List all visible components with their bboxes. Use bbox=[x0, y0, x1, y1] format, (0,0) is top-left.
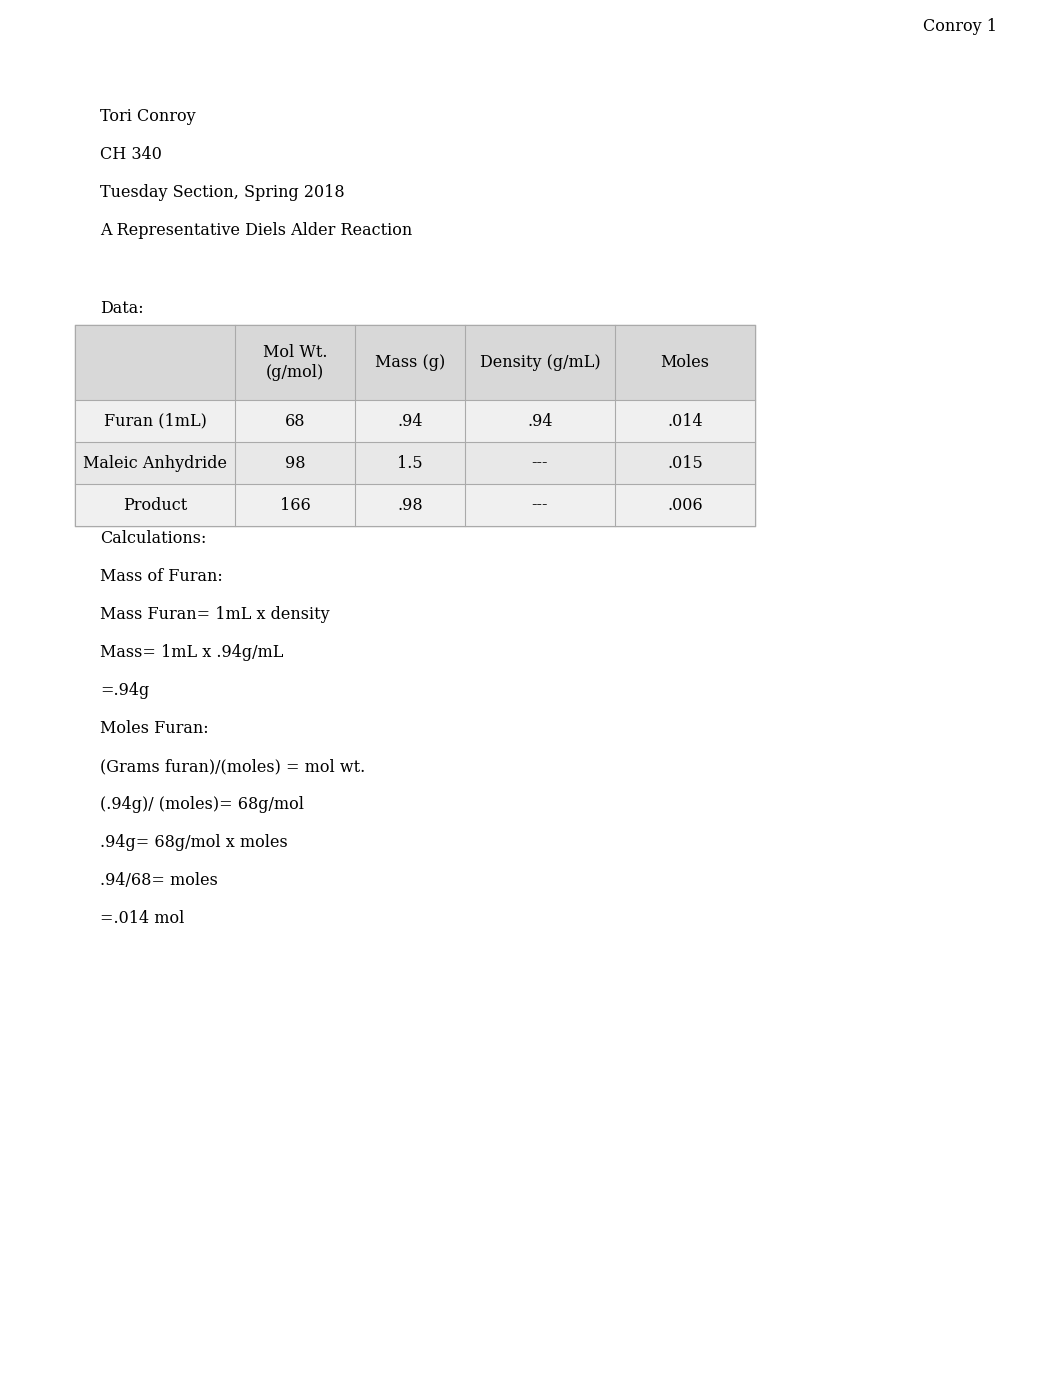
Text: Density (g/mL): Density (g/mL) bbox=[480, 354, 600, 370]
Text: CH 340: CH 340 bbox=[100, 146, 161, 162]
Text: ---: --- bbox=[532, 454, 548, 471]
Text: .98: .98 bbox=[397, 497, 423, 514]
Text: Furan (1mL): Furan (1mL) bbox=[104, 413, 206, 430]
Text: Moles: Moles bbox=[661, 354, 709, 370]
Bar bbox=[75, 325, 755, 526]
Text: .014: .014 bbox=[667, 413, 703, 430]
Text: .94: .94 bbox=[527, 413, 552, 430]
Text: .94: .94 bbox=[397, 413, 423, 430]
Text: 68: 68 bbox=[285, 413, 305, 430]
Text: =.014 mol: =.014 mol bbox=[100, 910, 185, 927]
Text: Maleic Anhydride: Maleic Anhydride bbox=[83, 454, 227, 471]
Bar bbox=[75, 399, 755, 442]
Text: =.94g: =.94g bbox=[100, 682, 150, 700]
Text: Data:: Data: bbox=[100, 300, 143, 317]
Text: Calculations:: Calculations: bbox=[100, 530, 206, 547]
Bar bbox=[75, 442, 755, 483]
Text: Mass of Furan:: Mass of Furan: bbox=[100, 567, 223, 585]
Text: Mass (g): Mass (g) bbox=[375, 354, 445, 370]
Text: .015: .015 bbox=[667, 454, 703, 471]
Text: Moles Furan:: Moles Furan: bbox=[100, 720, 208, 737]
Text: Tuesday Section, Spring 2018: Tuesday Section, Spring 2018 bbox=[100, 185, 345, 201]
Text: Mass= 1mL x .94g/mL: Mass= 1mL x .94g/mL bbox=[100, 644, 284, 661]
Text: .94/68= moles: .94/68= moles bbox=[100, 872, 218, 890]
Text: Tori Conroy: Tori Conroy bbox=[100, 107, 195, 125]
Text: Product: Product bbox=[123, 497, 187, 514]
Text: .006: .006 bbox=[667, 497, 703, 514]
Text: 166: 166 bbox=[279, 497, 310, 514]
Text: 1.5: 1.5 bbox=[397, 454, 423, 471]
Text: (.94g)/ (moles)= 68g/mol: (.94g)/ (moles)= 68g/mol bbox=[100, 796, 304, 812]
Text: Mol Wt.
(g/mol): Mol Wt. (g/mol) bbox=[262, 343, 327, 381]
Text: 98: 98 bbox=[285, 454, 305, 471]
Text: Mass Furan= 1mL x density: Mass Furan= 1mL x density bbox=[100, 606, 329, 622]
Bar bbox=[75, 325, 755, 399]
Text: (Grams furan)/(moles) = mol wt.: (Grams furan)/(moles) = mol wt. bbox=[100, 757, 365, 775]
Text: A Representative Diels Alder Reaction: A Representative Diels Alder Reaction bbox=[100, 222, 412, 240]
Text: Conroy 1: Conroy 1 bbox=[923, 18, 997, 34]
Text: .94g= 68g/mol x moles: .94g= 68g/mol x moles bbox=[100, 834, 288, 851]
Bar bbox=[75, 483, 755, 526]
Text: ---: --- bbox=[532, 497, 548, 514]
